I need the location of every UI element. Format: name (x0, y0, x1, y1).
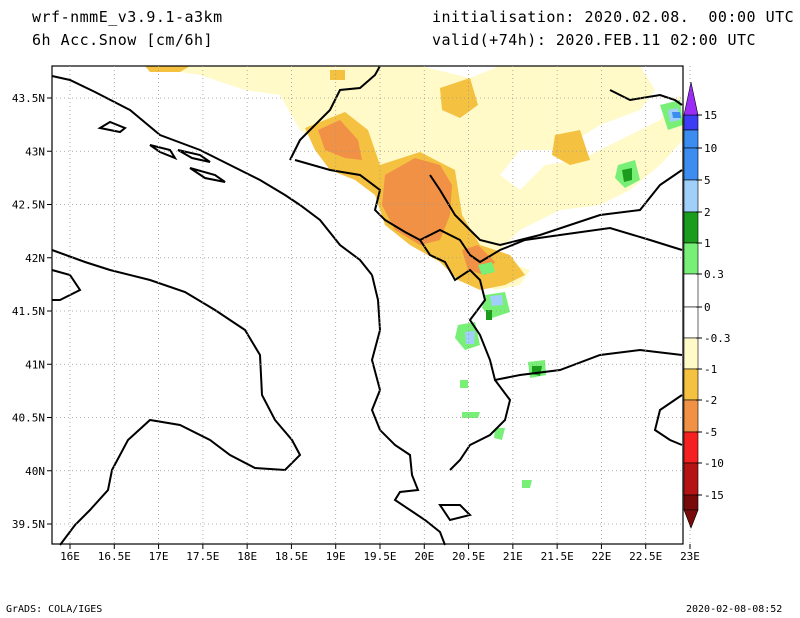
x-tick-label: 16E (60, 550, 80, 563)
legend-swatch (683, 147, 699, 181)
legend-swatch (683, 211, 699, 244)
grads-credit: GrADS: COLA/IGES (6, 604, 103, 615)
x-tick-label: 17E (149, 550, 169, 563)
legend-label: 0 (704, 301, 711, 314)
y-tick-label: 43N (25, 145, 45, 158)
border-albania-east (419, 239, 683, 382)
y-tick-label: 42N (25, 252, 45, 265)
x-tick-label: 22E (591, 550, 611, 563)
coastline-albania (370, 274, 446, 546)
model-title: wrf-nmmE_v3.9.1-a3km (32, 8, 223, 26)
border-serbia (429, 169, 683, 247)
init-time: initialisation: 2020.02.08. 00:00 UTC (432, 8, 795, 26)
border-greece (449, 379, 512, 471)
legend-swatch (683, 242, 699, 275)
legend-label: -5 (704, 426, 717, 439)
border-kosovo (419, 226, 683, 264)
x-axis-ticks: 16E 16.5E 17E 17.5E 18E 18.5E 19E 19.5E 20E 20.5E… (60, 544, 700, 563)
x-tick-label: 22.5E (629, 550, 662, 563)
y-tick-label: 40.5N (12, 412, 45, 425)
legend-label: 1 (704, 237, 711, 250)
legend-label: 0.3 (704, 268, 724, 281)
coastline-greece-east (653, 394, 683, 446)
plot-timestamp: 2020-02-08-08:52 (686, 604, 783, 615)
legend-label: 5 (704, 174, 711, 187)
legend-swatch (683, 306, 699, 339)
legend-arrow-top (683, 81, 699, 116)
legend-label: 15 (704, 109, 717, 122)
x-tick-label: 16.5E (98, 550, 131, 563)
y-tick-label: 43.5N (12, 92, 45, 105)
x-tick-label: 18E (237, 550, 257, 563)
plot-frame (51, 65, 684, 545)
y-tick-label: 41N (25, 358, 45, 371)
legend-swatch (683, 494, 699, 511)
legend-arrow-bottom (683, 509, 699, 529)
x-tick-label: 17.5E (186, 550, 219, 563)
legend-label: -10 (704, 457, 724, 470)
island-4 (177, 149, 211, 163)
y-tick-label: 41.5N (12, 305, 45, 318)
coastline-greece (438, 504, 472, 522)
legend-swatch (683, 337, 699, 370)
field-title: 6h Acc.Snow [cm/6h] (32, 31, 214, 49)
x-tick-label: 19.5E (363, 550, 396, 563)
island-1 (97, 120, 127, 134)
coastlines-borders (51, 65, 683, 546)
y-tick-label: 42.5N (12, 199, 45, 212)
y-axis-ticks: 43.5N 43N 42.5N 42N 41.5N 41N 40.5N 40N 39.5N (12, 92, 52, 531)
coastline-west (51, 249, 302, 546)
color-legend: 15 10 5 2 1 0.3 0 -0.3 -1 -2 -5 -10 -15 (683, 81, 731, 529)
legend-swatch (683, 431, 699, 464)
island-3 (189, 167, 226, 183)
legend-swatch (683, 368, 699, 401)
border-north-east (609, 89, 683, 106)
y-tick-label: 40N (25, 465, 45, 478)
legend-label: -15 (704, 489, 724, 502)
coastline-croatia (51, 75, 373, 276)
x-tick-label: 20E (414, 550, 434, 563)
legend-swatch (683, 273, 699, 308)
x-tick-label: 23E (680, 550, 700, 563)
snow-area-moderate (145, 66, 590, 290)
snow-patch-deep-blue (672, 112, 681, 118)
x-tick-label: 19E (326, 550, 346, 563)
legend-label: 10 (704, 142, 717, 155)
border-montenegro (294, 159, 421, 241)
y-tick-label: 39.5N (12, 518, 45, 531)
island-2 (149, 144, 178, 161)
legend-swatch (683, 462, 699, 496)
legend-label: 2 (704, 206, 711, 219)
x-tick-label: 21E (503, 550, 523, 563)
snow-patch-green-1 (455, 100, 683, 488)
legend-label: -1 (704, 363, 717, 376)
x-tick-label: 21.5E (541, 550, 574, 563)
legend-swatch (683, 399, 699, 433)
x-tick-label: 20.5E (452, 550, 485, 563)
snow-fields (140, 66, 683, 488)
legend-label: -2 (704, 394, 717, 407)
snow-area-heavy (318, 120, 495, 275)
legend-swatch (683, 129, 699, 149)
coastline-west-2 (51, 269, 82, 301)
legend-swatch (683, 179, 699, 213)
valid-time: valid(+74h): 2020.FEB.11 02:00 UTC (432, 31, 757, 49)
x-tick-label: 18.5E (275, 550, 308, 563)
legend-swatch (683, 114, 699, 131)
legend-label: -0.3 (704, 332, 731, 345)
border-bosnia (289, 65, 381, 161)
